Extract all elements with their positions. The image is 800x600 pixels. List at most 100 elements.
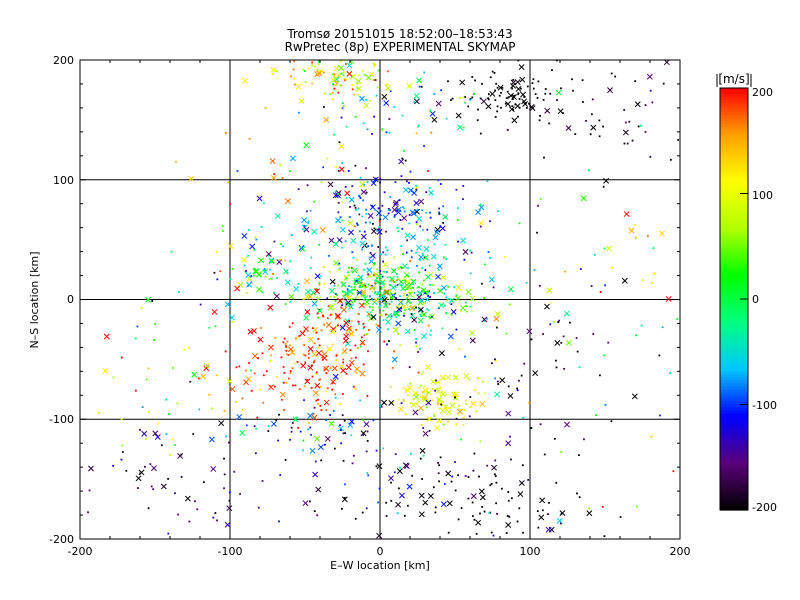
dot-marker xyxy=(424,302,426,304)
dot-marker xyxy=(354,344,357,347)
dot-marker xyxy=(497,383,500,385)
dot-marker xyxy=(432,284,435,286)
dot-marker xyxy=(296,336,299,338)
dot-marker xyxy=(329,313,332,316)
dot-marker xyxy=(496,512,498,515)
cross-marker xyxy=(152,430,159,437)
cross-marker xyxy=(416,215,423,222)
cross-stroke xyxy=(312,326,319,333)
cross-stroke xyxy=(393,199,400,206)
dot-marker xyxy=(428,264,431,267)
dot-marker xyxy=(522,416,525,419)
cross-marker xyxy=(457,124,464,131)
cross-stroke xyxy=(309,447,316,454)
dot-marker xyxy=(358,230,361,233)
dot-marker xyxy=(430,131,433,134)
cross-stroke xyxy=(315,486,322,493)
dot-marker xyxy=(361,285,364,288)
cross-stroke xyxy=(239,429,246,436)
dot-marker xyxy=(420,85,423,88)
colorbar-band xyxy=(720,145,748,149)
dot-marker xyxy=(396,275,399,278)
cross-stroke xyxy=(375,326,382,333)
cross-stroke xyxy=(478,220,485,226)
dot-marker xyxy=(510,458,512,461)
cross-marker xyxy=(329,287,335,294)
dot-marker xyxy=(397,398,400,401)
dot-marker xyxy=(275,419,278,421)
cross-stroke xyxy=(459,305,466,312)
dot-marker xyxy=(373,65,375,67)
dot-marker xyxy=(364,284,367,287)
cross-marker xyxy=(325,321,332,328)
dot-marker xyxy=(312,412,315,415)
cross-stroke xyxy=(360,233,367,240)
cross-stroke xyxy=(348,229,355,236)
dot-marker xyxy=(290,234,293,237)
dot-marker xyxy=(311,327,314,330)
dot-marker xyxy=(202,481,205,484)
dot-marker xyxy=(375,94,378,97)
dot-marker xyxy=(336,81,339,83)
cross-marker xyxy=(303,142,310,149)
cross-marker xyxy=(284,279,291,286)
dot-marker xyxy=(264,275,267,278)
cross-marker xyxy=(299,246,306,252)
dot-marker xyxy=(390,499,393,502)
cross-stroke xyxy=(422,254,429,261)
cross-marker xyxy=(360,289,367,296)
dot-marker xyxy=(347,266,350,269)
dot-marker xyxy=(134,337,137,340)
cross-marker xyxy=(453,391,460,398)
cross-stroke xyxy=(323,399,330,406)
cross-stroke xyxy=(310,289,317,296)
cross-stroke xyxy=(376,210,382,217)
colorbar-band xyxy=(720,341,748,345)
dot-marker xyxy=(491,70,494,73)
dot-marker xyxy=(413,101,416,103)
cross-marker xyxy=(434,229,440,236)
dot-marker xyxy=(382,309,385,312)
cross-stroke xyxy=(398,492,405,499)
cross-stroke xyxy=(290,155,296,162)
dot-marker xyxy=(362,433,365,436)
colorbar-band xyxy=(720,103,748,107)
dot-marker xyxy=(426,228,429,231)
colorbar-band xyxy=(720,106,748,110)
cross-stroke xyxy=(532,370,539,377)
dot-marker xyxy=(331,382,334,385)
dot-marker xyxy=(363,334,366,337)
dot-marker xyxy=(223,457,225,460)
colorbar-band xyxy=(720,289,748,294)
cross-marker xyxy=(457,408,464,415)
dot-marker xyxy=(372,222,374,225)
cross-stroke xyxy=(150,465,157,472)
cross-stroke xyxy=(284,198,291,205)
dot-marker xyxy=(382,447,385,450)
dot-marker xyxy=(463,258,466,261)
colorbar-band xyxy=(720,407,748,412)
cross-marker xyxy=(358,95,365,102)
cross-marker xyxy=(256,195,263,202)
dot-marker xyxy=(415,341,417,344)
dot-marker xyxy=(317,398,319,401)
cross-stroke xyxy=(518,64,525,71)
dot-marker xyxy=(324,92,327,95)
cross-marker xyxy=(383,100,390,106)
dot-marker xyxy=(433,415,436,417)
cross-stroke xyxy=(403,272,410,279)
dot-marker xyxy=(393,256,396,259)
dot-marker xyxy=(601,505,604,508)
dot-marker xyxy=(341,201,344,204)
cross-stroke xyxy=(446,500,453,507)
dot-marker xyxy=(298,335,301,337)
dot-marker xyxy=(343,78,346,80)
dot-marker xyxy=(495,82,498,85)
dot-marker xyxy=(140,306,143,309)
dot-marker xyxy=(321,356,324,359)
dot-marker xyxy=(280,356,283,359)
dot-marker xyxy=(418,286,420,288)
cross-stroke xyxy=(343,333,350,340)
dot-marker xyxy=(318,282,321,284)
colorbar-band xyxy=(720,344,748,348)
